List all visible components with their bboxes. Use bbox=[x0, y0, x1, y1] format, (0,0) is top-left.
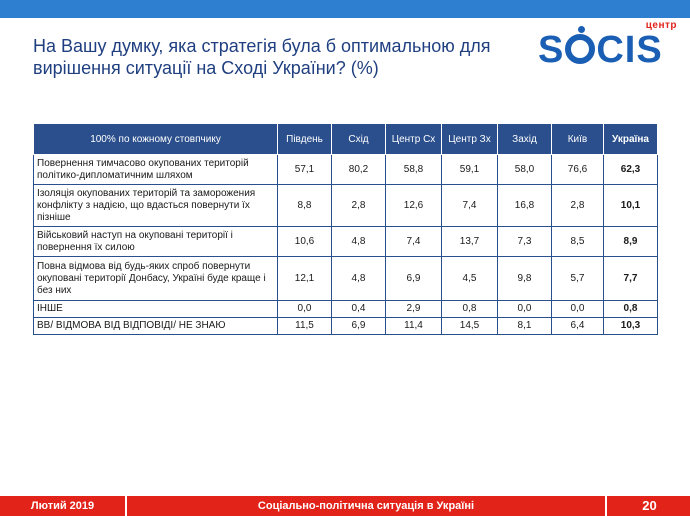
socis-logo: центр S CIS bbox=[538, 20, 683, 70]
table-cell: 4,8 bbox=[331, 256, 386, 301]
table-cell: 16,8 bbox=[497, 184, 552, 227]
table-cell: 58,0 bbox=[497, 154, 552, 185]
table-cell: 6,9 bbox=[385, 256, 442, 301]
table-cell: 12,6 bbox=[385, 184, 442, 227]
table-cell: 11,5 bbox=[277, 317, 332, 335]
results-table: 100% по кожному стовпчику Південь Схід Цент… bbox=[33, 123, 658, 335]
table-cell: 0,8 bbox=[603, 300, 658, 318]
table-cell: 10,1 bbox=[603, 184, 658, 227]
row-label: ІНШЕ bbox=[33, 300, 278, 318]
table-header-row: 100% по кожному стовпчику Південь Схід Цент… bbox=[33, 123, 658, 155]
logo-wordmark: S CIS bbox=[538, 26, 663, 71]
column-header: Україна bbox=[603, 123, 658, 155]
table-cell: 7,7 bbox=[603, 256, 658, 301]
table-cell: 4,8 bbox=[331, 226, 386, 257]
table-cell: 76,6 bbox=[551, 154, 604, 185]
footer-bar: Лютий 2019 Соціально-політична ситуація … bbox=[0, 496, 690, 516]
table-cell: 7,3 bbox=[497, 226, 552, 257]
footer-date: Лютий 2019 bbox=[0, 496, 127, 516]
table-cell: 0,0 bbox=[551, 300, 604, 318]
logo-tagline: центр bbox=[645, 20, 677, 31]
table-cell: 6,4 bbox=[551, 317, 604, 335]
column-header: Центр Сх bbox=[385, 123, 442, 155]
table-cell: 80,2 bbox=[331, 154, 386, 185]
table-row: ВВ/ ВІДМОВА ВІД ВІДПОВІДІ/ НЕ ЗНАЮ 11,5 6,… bbox=[33, 317, 658, 335]
table-cell: 7,4 bbox=[385, 226, 442, 257]
table-body: Повернення тимчасово окупованих територі… bbox=[33, 154, 658, 335]
column-header: Південь bbox=[277, 123, 332, 155]
column-header: Київ bbox=[551, 123, 604, 155]
table-cell: 6,9 bbox=[331, 317, 386, 335]
top-bar bbox=[0, 0, 690, 18]
table-row: Повернення тимчасово окупованих територі… bbox=[33, 154, 658, 185]
table-cell: 11,4 bbox=[385, 317, 442, 335]
page-number: 20 bbox=[605, 496, 690, 516]
table-cell: 8,1 bbox=[497, 317, 552, 335]
column-header: Центр Зх bbox=[441, 123, 498, 155]
column-header: Захід bbox=[497, 123, 552, 155]
table-cell: 8,9 bbox=[603, 226, 658, 257]
table-cell: 7,4 bbox=[441, 184, 498, 227]
table-cell: 0,8 bbox=[441, 300, 498, 318]
table-cell: 62,3 bbox=[603, 154, 658, 185]
table-cell: 10,3 bbox=[603, 317, 658, 335]
column-header: Схід bbox=[331, 123, 386, 155]
table-cell: 12,1 bbox=[277, 256, 332, 301]
table-cell: 14,5 bbox=[441, 317, 498, 335]
table-cell: 2,9 bbox=[385, 300, 442, 318]
table-cell: 8,5 bbox=[551, 226, 604, 257]
row-label: Ізоляція окупованих територій та заморож… bbox=[33, 184, 278, 227]
header-note: 100% по кожному стовпчику bbox=[33, 123, 278, 155]
table-cell: 0,0 bbox=[277, 300, 332, 318]
row-label: Повна відмова від будь-яких спроб поверн… bbox=[33, 256, 278, 301]
table-cell: 10,6 bbox=[277, 226, 332, 257]
table-cell: 0,0 bbox=[497, 300, 552, 318]
table-cell: 57,1 bbox=[277, 154, 332, 185]
table-cell: 58,8 bbox=[385, 154, 442, 185]
table-cell: 9,8 bbox=[497, 256, 552, 301]
table-row: ІНШЕ 0,0 0,4 2,9 0,8 0,0 0,0 0,8 bbox=[33, 300, 658, 318]
row-label: Повернення тимчасово окупованих територі… bbox=[33, 154, 278, 185]
table-cell: 13,7 bbox=[441, 226, 498, 257]
table-row: Повна відмова від будь-яких спроб поверн… bbox=[33, 256, 658, 301]
table-cell: 0,4 bbox=[331, 300, 386, 318]
table-cell: 2,8 bbox=[331, 184, 386, 227]
table-cell: 5,7 bbox=[551, 256, 604, 301]
row-label: ВВ/ ВІДМОВА ВІД ВІДПОВІДІ/ НЕ ЗНАЮ bbox=[33, 317, 278, 335]
table-row: Ізоляція окупованих територій та заморож… bbox=[33, 184, 658, 227]
table-row: Військовий наступ на окуповані території… bbox=[33, 226, 658, 257]
table-cell: 59,1 bbox=[441, 154, 498, 185]
logo-figure-icon bbox=[565, 26, 596, 64]
footer-title: Соціально-політична ситуація в Україні bbox=[257, 500, 475, 512]
table-cell: 4,5 bbox=[441, 256, 498, 301]
row-label: Військовий наступ на окуповані території… bbox=[33, 226, 278, 257]
page-title: На Вашу думку, яка стратегія була б опти… bbox=[33, 36, 491, 78]
table-cell: 8,8 bbox=[277, 184, 332, 227]
table-cell: 2,8 bbox=[551, 184, 604, 227]
